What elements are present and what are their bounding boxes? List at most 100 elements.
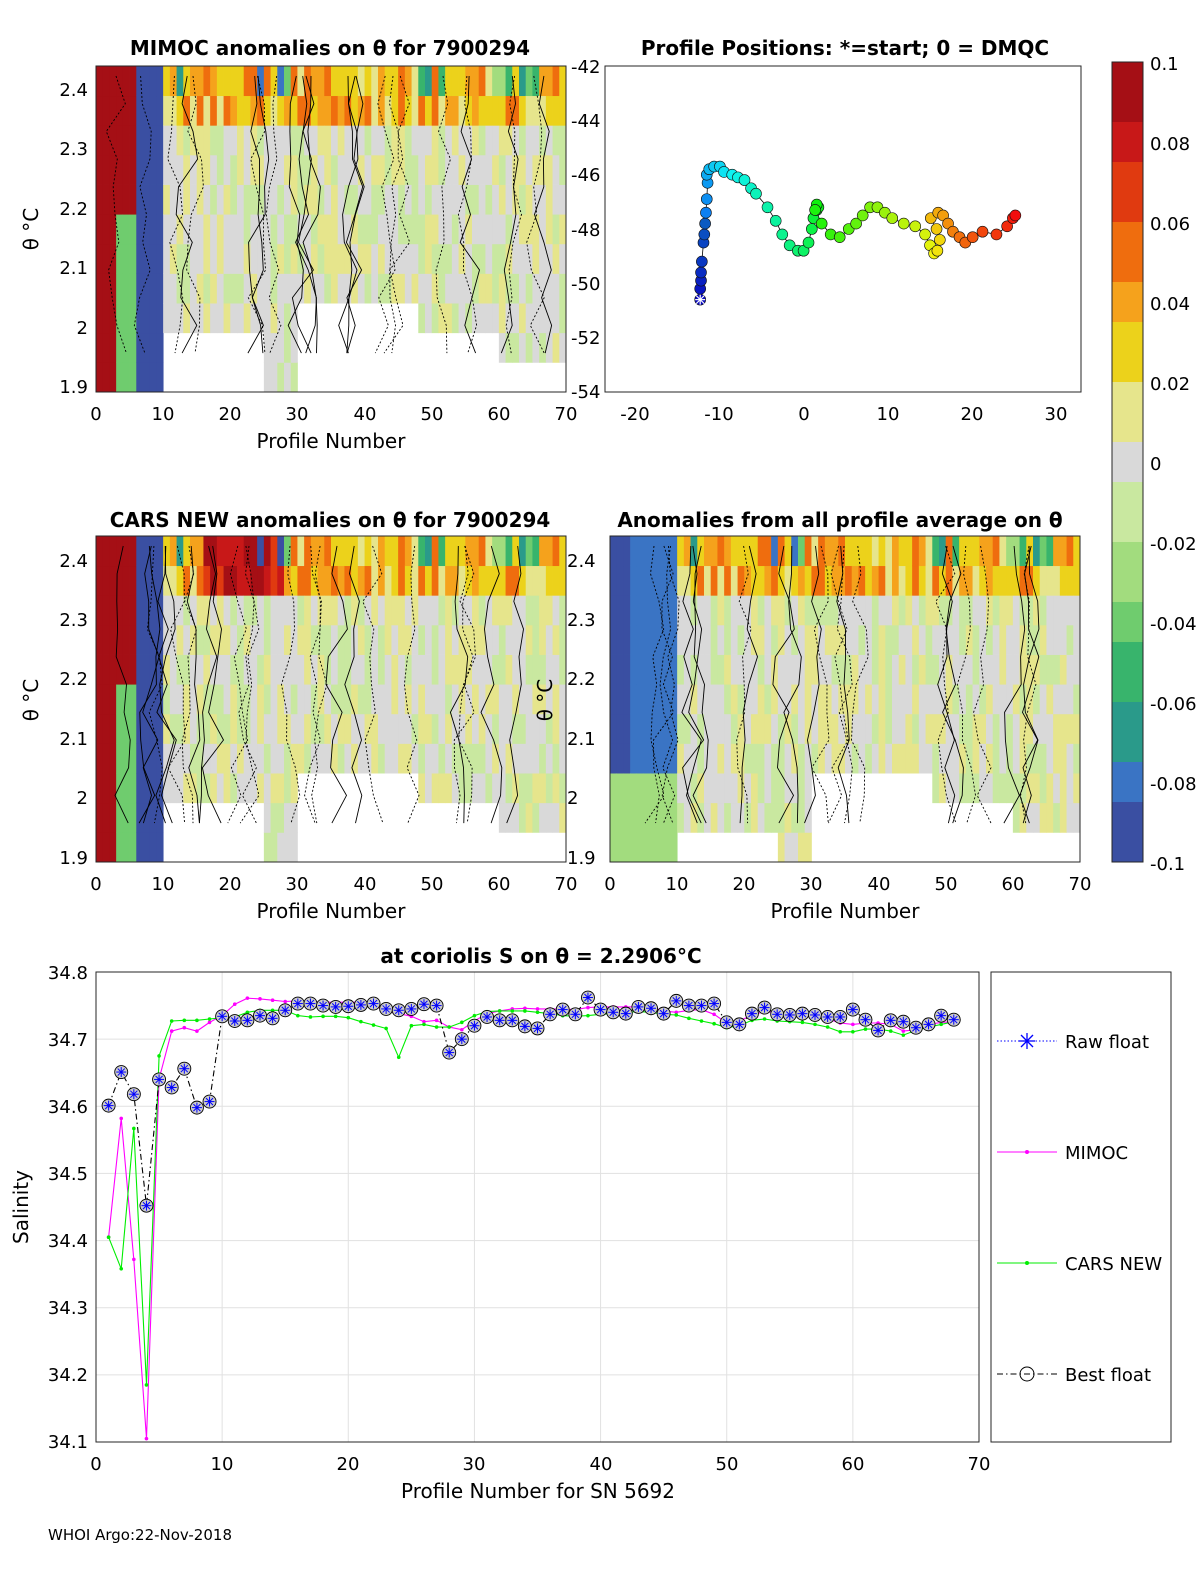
heatmap-cell — [129, 624, 137, 655]
cars-point — [460, 1020, 464, 1025]
cars-point — [901, 1033, 906, 1037]
heatmap-cell — [704, 654, 712, 685]
heatmap-cell — [539, 536, 547, 567]
heatmap-cell — [717, 773, 725, 804]
heatmap-cell — [704, 773, 712, 804]
heatmap-cell — [610, 743, 618, 774]
heatmap-cell — [831, 536, 839, 567]
heatmap-cell — [492, 595, 500, 626]
heatmap-cell — [297, 595, 305, 626]
heatmap-cell — [216, 684, 224, 715]
heatmap-cell — [1039, 595, 1047, 626]
heatmap-cell — [237, 595, 245, 626]
heatmap-cell — [885, 743, 893, 774]
heatmap-cell — [492, 243, 500, 274]
heatmap-cell — [959, 684, 967, 715]
legend-label: Best float — [1065, 1365, 1151, 1386]
heatmap-cell — [1026, 654, 1034, 685]
heatmap-cell — [290, 303, 298, 334]
heatmap-cell — [650, 624, 658, 655]
heatmap-cell — [438, 536, 446, 567]
heatmap-cell — [210, 713, 218, 744]
heatmap-cell — [169, 773, 177, 804]
heatmap-cell — [710, 624, 718, 655]
heatmap-cell — [284, 832, 292, 863]
heatmap-cell — [411, 66, 419, 97]
raw-float-point — [254, 1010, 265, 1021]
heatmap-cell — [918, 536, 926, 567]
heatmap-cell — [811, 565, 819, 596]
heatmap-cell — [277, 95, 285, 126]
heatmap-cell — [485, 536, 493, 567]
heatmap-cell — [190, 184, 198, 215]
heatmap-cell — [737, 624, 745, 655]
heatmap-cell — [1012, 802, 1020, 833]
heatmap-cell — [498, 624, 506, 655]
raw-float-point — [318, 1000, 329, 1011]
legend-item-best-float: Best float — [997, 1365, 1151, 1386]
heatmap-cell — [102, 536, 110, 567]
cars-heatmap — [96, 536, 567, 863]
mimoc-point — [535, 1007, 540, 1011]
x-tick-label: 20 — [219, 874, 242, 895]
heatmap-cell — [96, 773, 104, 804]
heatmap-cell — [545, 595, 553, 626]
heatmap-cell — [1073, 654, 1081, 685]
colorbar-cell — [1112, 782, 1143, 803]
heatmap-cell — [730, 713, 738, 744]
heatmap-cell — [478, 273, 486, 304]
heatmap-cell — [297, 713, 305, 744]
heatmap-cell — [243, 154, 251, 185]
heatmap-cell — [243, 303, 251, 334]
heatmap-cell — [149, 362, 157, 393]
heatmap-cell — [905, 595, 913, 626]
heatmap-cell — [263, 303, 271, 334]
heatmap-cell — [169, 154, 177, 185]
heatmap-cell — [717, 565, 725, 596]
heatmap-cell — [404, 154, 412, 185]
x-tick-label: 60 — [1002, 874, 1025, 895]
heatmap-cell — [331, 713, 339, 744]
heatmap-cell — [277, 125, 285, 156]
heatmap-cell — [257, 624, 265, 655]
positions-track — [694, 160, 1022, 306]
raw-float-point — [759, 1002, 770, 1013]
heatmap-cell — [791, 595, 799, 626]
profile-position-point — [886, 212, 899, 224]
raw-float-star-stroke — [470, 1021, 479, 1030]
heatmap-cell — [122, 362, 130, 393]
heatmap-cell — [1046, 595, 1054, 626]
heatmap-cell — [965, 743, 973, 774]
heatmap-cell — [892, 743, 900, 774]
heatmap-cell — [932, 684, 940, 715]
heatmap-cell — [250, 773, 258, 804]
heatmap-cell — [999, 654, 1007, 685]
heatmap-cell — [539, 154, 547, 185]
raw-float-star-stroke — [357, 1001, 365, 1009]
heatmap-cell — [156, 95, 164, 126]
heatmap-cell — [472, 273, 480, 304]
heatmap-cell — [216, 595, 224, 626]
heatmap-cell — [384, 243, 392, 274]
contour-line — [505, 75, 522, 354]
heatmap-cell — [764, 773, 772, 804]
heatmap-cell — [96, 273, 104, 304]
heatmap-cell — [525, 95, 533, 126]
heatmap-cell — [650, 536, 658, 567]
heatmap-cell — [223, 654, 231, 685]
heatmap-cell — [445, 243, 453, 274]
heatmap-cell — [196, 154, 204, 185]
heatmap-cell — [324, 273, 332, 304]
heatmap-cell — [539, 332, 547, 363]
raw-float-point — [355, 999, 366, 1010]
heatmap-cell — [690, 802, 698, 833]
raw-float-point — [381, 1003, 392, 1014]
heatmap-cell — [257, 565, 265, 596]
heatmap-cell — [143, 154, 151, 185]
heatmap-cell — [176, 243, 184, 274]
heatmap-cell — [364, 154, 372, 185]
heatmap-cell — [532, 684, 540, 715]
heatmap-cell — [297, 273, 305, 304]
heatmap-cell — [505, 243, 513, 274]
heatmap-cell — [818, 595, 826, 626]
